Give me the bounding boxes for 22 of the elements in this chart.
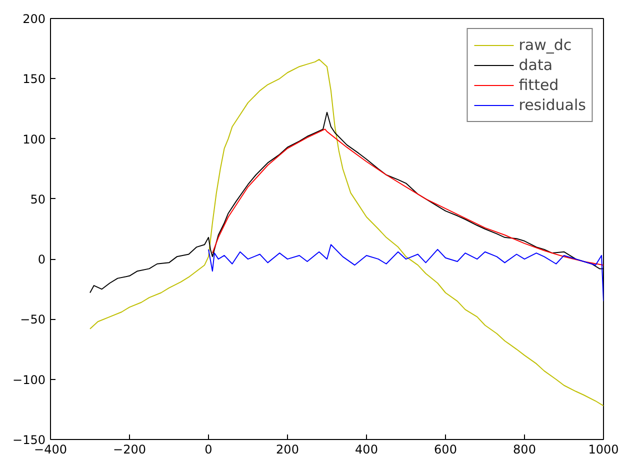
y-tick-label: 0 <box>38 252 46 267</box>
y-tick-label: 50 <box>30 192 46 206</box>
x-tick-label: 400 <box>355 442 378 456</box>
legend-label: residuals <box>518 96 586 114</box>
x-tick-label: 1000 <box>588 442 619 456</box>
legend-label: fitted <box>518 76 559 94</box>
x-tick-label: 200 <box>276 442 299 456</box>
y-tick-label: −150 <box>12 433 46 447</box>
y-tick-label: 200 <box>22 12 46 26</box>
y-tick-label: −50 <box>20 312 46 327</box>
legend-label: data <box>518 56 553 74</box>
line-series <box>212 128 604 266</box>
y-tick-label: −100 <box>12 372 46 387</box>
x-tick-label: 0 <box>204 442 212 456</box>
y-tick-label: 100 <box>22 132 46 146</box>
legend-label: raw_dc <box>518 36 572 54</box>
x-tick-label: 800 <box>513 442 536 456</box>
x-tick-label: −200 <box>113 442 146 456</box>
y-tick-label: 150 <box>22 72 46 86</box>
x-tick-label: 600 <box>434 442 457 456</box>
line-series <box>90 58 604 406</box>
line-series <box>208 244 604 302</box>
